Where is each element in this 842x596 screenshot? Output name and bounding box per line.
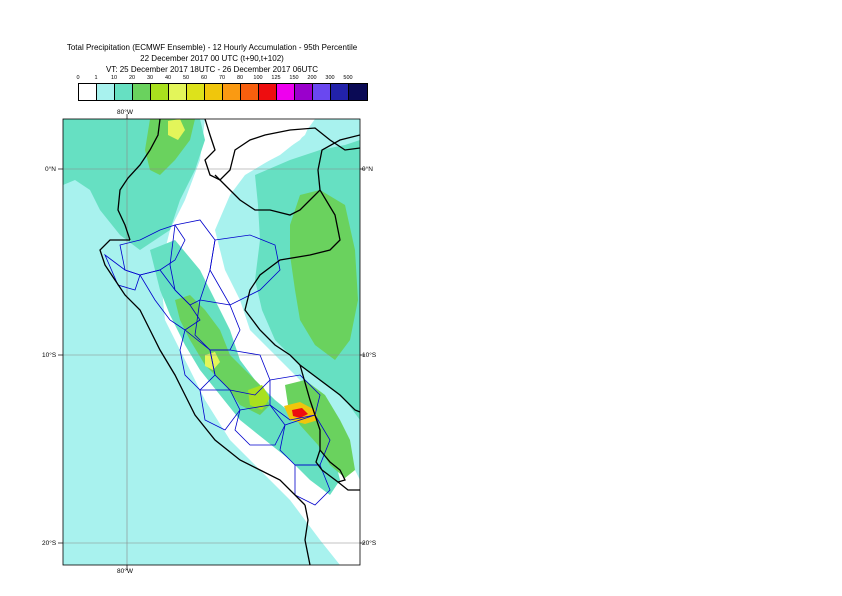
axis-ticks <box>58 114 365 570</box>
lat-label-10s-right: 10°S <box>362 352 377 359</box>
legend-tick-label: 20 <box>128 75 136 81</box>
legend-tick-label: 200 <box>307 75 317 81</box>
color-legend: 0 1 10 20 30 40 50 60 70 80 100 125 150 200 300 500 <box>76 75 368 105</box>
lat-label-0-right: 0°N <box>362 166 373 173</box>
lat-label-20s-left: 20°S <box>42 540 57 547</box>
lat-label-20s-right: 20°S <box>362 540 377 547</box>
legend-swatch <box>331 84 349 100</box>
valid-time: VT: 25 December 2017 18UTC - 26 December… <box>105 65 319 74</box>
legend-labels: 0 1 10 20 30 40 50 60 70 80 100 125 150 200 300 500 <box>76 75 352 84</box>
legend-swatch <box>295 84 313 100</box>
graticule <box>63 119 360 565</box>
legend-swatch <box>313 84 331 100</box>
legend-swatch <box>169 84 187 100</box>
legend-swatch <box>151 84 169 100</box>
legend-swatch <box>187 84 205 100</box>
map-title: Total Precipitation (ECMWF Ensemble) - 1… <box>66 43 358 52</box>
legend-swatch <box>349 84 367 100</box>
legend-tick-label: 150 <box>289 75 299 81</box>
legend-tick-label: 1 <box>94 75 98 81</box>
legend-swatch <box>277 84 295 100</box>
legend-swatch <box>115 84 133 100</box>
legend-tick-label: 80 <box>236 75 244 81</box>
department-borders <box>104 219 331 506</box>
legend-tick-label: 10 <box>110 75 118 81</box>
lon-label-top: 80°W <box>117 109 133 116</box>
map-content <box>63 119 360 565</box>
legend-swatch <box>205 84 223 100</box>
lon-label-bottom: 80°W <box>117 568 133 575</box>
legend-tick-label: 500 <box>343 75 353 81</box>
legend-tick-label: 60 <box>200 75 208 81</box>
lat-label-0-left: 0°N <box>45 166 56 173</box>
lat-label-10s-left: 10°S <box>42 352 57 359</box>
legend-tick-label: 125 <box>271 75 281 81</box>
legend-swatch <box>133 84 151 100</box>
legend-tick-label: 300 <box>325 75 335 81</box>
legend-swatches <box>78 83 368 101</box>
legend-tick-label: 50 <box>182 75 190 81</box>
legend-swatch <box>259 84 277 100</box>
legend-tick-label: 70 <box>218 75 226 81</box>
legend-tick-label: 40 <box>164 75 172 81</box>
legend-swatch <box>97 84 115 100</box>
very-heavy-spot-south <box>248 385 270 410</box>
forecast-base-time: 22 December 2017 00 UTC (t+90,t+102) <box>140 54 284 63</box>
legend-swatch <box>241 84 259 100</box>
very-heavy-spot-north <box>168 119 185 140</box>
extreme-spot-southeast <box>292 408 308 418</box>
heavy-precip-area-east <box>290 190 358 360</box>
legend-swatch <box>223 84 241 100</box>
map-frame <box>62 118 361 566</box>
country-borders <box>99 119 360 565</box>
legend-tick-label: 0 <box>76 75 80 81</box>
legend-tick-label: 100 <box>253 75 263 81</box>
legend-swatch <box>79 84 97 100</box>
legend-tick-label: 30 <box>146 75 154 81</box>
